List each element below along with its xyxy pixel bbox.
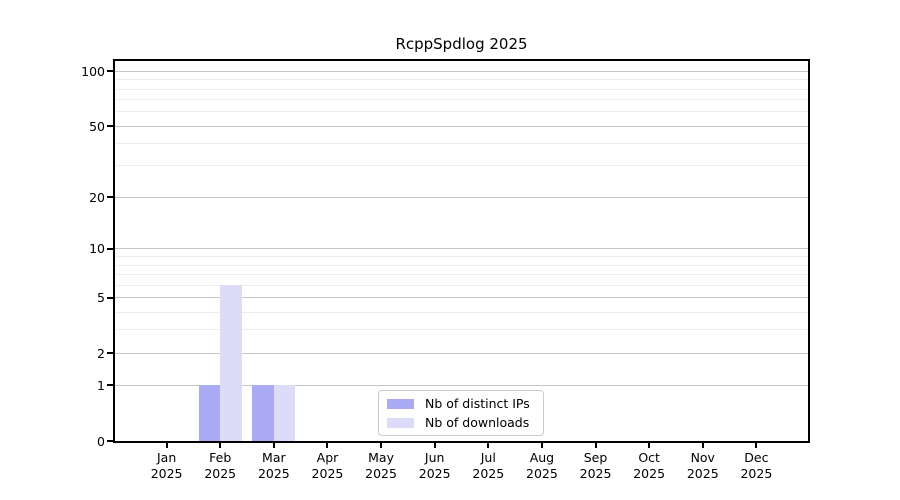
major-gridline (115, 70, 808, 72)
y-axis-tick (107, 125, 113, 128)
month-label: Mar (262, 450, 286, 465)
month-label: May (368, 450, 394, 465)
x-axis-tick-label: Feb 2025 (188, 450, 252, 482)
minor-gridline (115, 256, 808, 258)
month-label: Jul (480, 450, 496, 465)
x-axis-tick-label: Apr 2025 (295, 450, 359, 482)
y-axis-tick (107, 384, 113, 387)
bar-distinct-ips (198, 385, 221, 441)
month-label: Aug (529, 450, 555, 465)
x-axis-tick-label: Oct 2025 (617, 450, 681, 482)
legend-item-distinct-ips: Nb of distinct IPs (387, 396, 543, 412)
month-label: Jan (156, 450, 177, 465)
y-axis-tick (107, 70, 113, 73)
x-axis-tick (755, 443, 758, 448)
x-axis-tick-label: Dec 2025 (724, 450, 788, 482)
year-label: 2025 (150, 466, 183, 481)
x-axis-tick-label: Sep 2025 (564, 450, 628, 482)
x-axis-tick-label: Mar 2025 (242, 450, 306, 482)
x-axis-tick-label: Jul 2025 (456, 450, 520, 482)
month-label: Oct (638, 450, 660, 465)
year-label: 2025 (686, 466, 719, 481)
x-axis-tick (433, 443, 436, 448)
chart-legend: Nb of distinct IPs Nb of downloads (378, 390, 544, 436)
legend-swatch-downloads (387, 417, 414, 428)
minor-gridline (115, 329, 808, 331)
minor-gridline (115, 284, 808, 286)
y-axis-tick-label: 20 (89, 189, 105, 205)
bar-distinct-ips (252, 385, 274, 441)
x-axis-tick-label: Jun 2025 (403, 450, 467, 482)
year-label: 2025 (740, 466, 773, 481)
legend-label-downloads: Nb of downloads (425, 415, 530, 430)
major-gridline (115, 352, 808, 354)
major-gridline (115, 384, 808, 386)
minor-gridline (115, 264, 808, 266)
y-axis-tick (107, 440, 113, 442)
x-axis-tick (487, 443, 490, 448)
month-label: Jun (424, 450, 445, 465)
year-label: 2025 (472, 466, 505, 481)
x-axis-tick (272, 443, 275, 448)
x-axis-tick (380, 443, 383, 448)
y-axis-tick-label: 1 (97, 377, 105, 393)
year-label: 2025 (204, 466, 237, 481)
bar-downloads (220, 285, 242, 441)
minor-gridline (115, 311, 808, 313)
bar-downloads (273, 385, 296, 441)
major-gridline (115, 297, 808, 298)
minor-gridline (115, 111, 808, 113)
y-axis-tick-label: 2 (97, 345, 105, 361)
x-axis-tick (219, 443, 222, 448)
y-axis-tick-label: 100 (81, 63, 105, 79)
year-label: 2025 (579, 466, 612, 481)
minor-gridline (115, 99, 808, 101)
x-axis-tick (165, 443, 168, 448)
chart-title: RcppSpdlog 2025 (395, 35, 528, 53)
major-gridline (115, 196, 808, 198)
x-axis-tick-label: Nov 2025 (671, 450, 735, 482)
y-axis-tick (107, 352, 113, 355)
month-label: Apr (316, 450, 339, 465)
y-axis-tick (107, 196, 113, 199)
x-axis-tick-label: Aug 2025 (510, 450, 574, 482)
legend-swatch-distinct-ips (387, 398, 414, 409)
x-axis-tick (326, 443, 329, 448)
legend-item-downloads: Nb of downloads (387, 415, 543, 431)
x-axis-tick-label: May 2025 (349, 450, 413, 482)
y-axis-tick-label: 5 (97, 290, 105, 305)
y-axis-tick-label: 50 (89, 118, 105, 134)
year-label: 2025 (633, 466, 666, 481)
x-axis-tick-label: Jan 2025 (135, 450, 199, 482)
legend-label-distinct-ips: Nb of distinct IPs (425, 396, 530, 411)
minor-gridline (115, 165, 808, 167)
y-axis-tick-label: 10 (89, 241, 105, 257)
month-label: Feb (209, 450, 232, 465)
minor-gridline (115, 143, 808, 145)
month-label: Sep (583, 450, 608, 465)
y-axis-tick (107, 247, 113, 250)
month-label: Nov (690, 450, 715, 465)
x-axis-tick (701, 443, 704, 448)
year-label: 2025 (526, 466, 558, 481)
y-axis-tick-label: 0 (97, 433, 105, 449)
major-gridline (115, 248, 808, 250)
major-gridline (115, 125, 808, 127)
x-axis-tick (648, 443, 651, 448)
year-label: 2025 (257, 466, 290, 481)
minor-gridline (115, 88, 808, 90)
minor-gridline (115, 273, 808, 275)
year-label: 2025 (365, 466, 397, 481)
x-axis-tick (540, 443, 543, 448)
y-axis-tick (107, 296, 113, 299)
month-label: Dec (744, 450, 769, 465)
x-axis-tick (594, 443, 597, 448)
year-label: 2025 (311, 466, 344, 481)
minor-gridline (115, 79, 808, 81)
year-label: 2025 (418, 466, 451, 481)
